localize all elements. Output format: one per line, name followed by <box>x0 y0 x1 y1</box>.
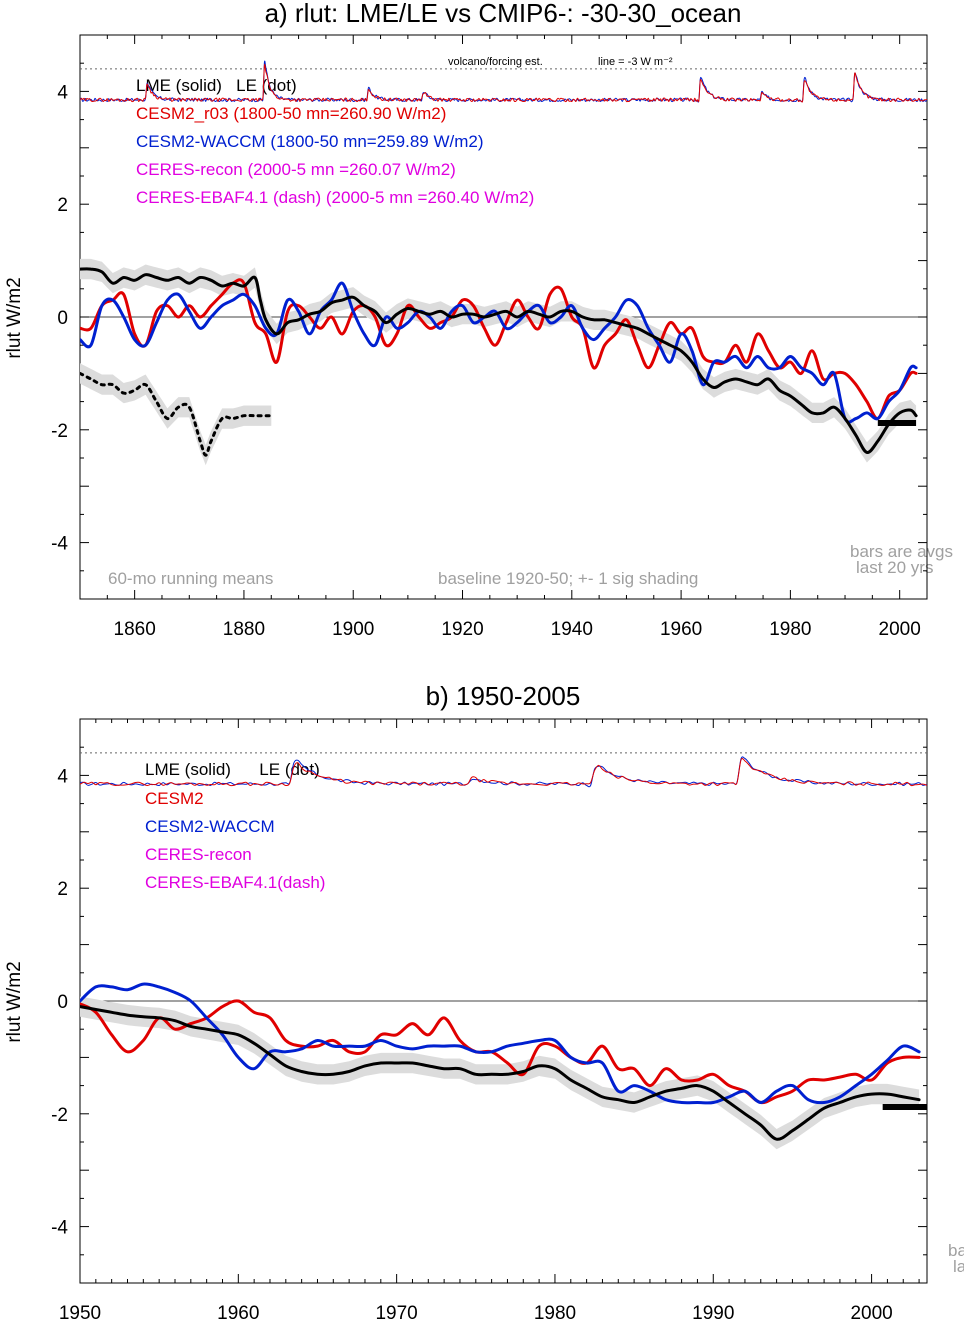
x-tick-label: 2000 <box>850 1303 892 1324</box>
series-line-cesm2-waccm <box>80 281 918 424</box>
x-tick-label: 1980 <box>534 1303 576 1324</box>
forcing-trace-cesm2 <box>80 63 927 103</box>
plot-area: 4 2 0 -2 -4 1950 1960 1970 1980 1990 2000 <box>51 718 928 1324</box>
x-tick-label: 1980 <box>769 619 811 640</box>
x-tick-label: 1990 <box>692 1303 734 1324</box>
y-tick-label: 4 <box>57 766 68 787</box>
y-tick-label: -4 <box>51 534 68 555</box>
sigma-shading <box>80 996 920 1150</box>
panel-b: b) 1950-2005 rlut W/m2 LME (solid) LE (d… <box>4 681 964 1276</box>
series-line-lme <box>80 1005 921 1141</box>
x-tick-label: 1860 <box>114 619 156 640</box>
y-tick-label: -2 <box>51 421 68 442</box>
data-layer <box>80 756 927 1150</box>
y-tick-label: -2 <box>51 1105 68 1126</box>
panel-a-title: a) rlut: LME/LE vs CMIP6-: -30-30_ocean <box>265 0 742 28</box>
y-tick-label: 0 <box>57 992 68 1013</box>
legend-entry: CERES-EBAF4.1(dash) <box>145 873 325 892</box>
x-tick-label: 1970 <box>375 1303 417 1324</box>
series-line-cesm2 <box>80 999 921 1105</box>
note-running-means: 60-mo running means <box>108 569 273 588</box>
data-layer <box>80 60 927 466</box>
panel-b-ylabel: rlut W/m2 <box>4 961 25 1042</box>
x-tick-label: 1960 <box>217 1303 259 1324</box>
series-line-le <box>80 371 273 457</box>
note-baseline: baseline 1920-50; +- 1 sig shading <box>438 569 698 588</box>
legend-entry: CERES-recon (2000-5 mn =260.07 W/m2) <box>136 160 456 179</box>
x-tick-label: 1960 <box>660 619 702 640</box>
legend-entry: LME (solid) LE (dot) <box>145 760 320 779</box>
series-line-lme <box>80 267 918 454</box>
y-tick-label: 2 <box>57 879 68 900</box>
y-tick-label: -4 <box>51 1218 68 1239</box>
note-bars-cut: ba <box>948 1241 964 1260</box>
y-tick-label: 0 <box>57 308 68 329</box>
x-tick-label: 1880 <box>223 619 265 640</box>
legend-entry: CESM2 <box>145 789 204 808</box>
y-tick-label: 4 <box>57 82 68 103</box>
legend-entry: CERES-recon <box>145 845 252 864</box>
legend-entry: CESM2-WACCM <box>145 817 275 836</box>
volcano-note: volcano/forcing est. <box>448 56 543 68</box>
x-tick-label: 1940 <box>551 619 593 640</box>
y-tick-label: 2 <box>57 195 68 216</box>
line-note: line = -3 W m⁻² <box>598 56 673 68</box>
x-tick-label: 1920 <box>441 619 483 640</box>
panel-a-ylabel: rlut W/m2 <box>4 277 25 358</box>
x-tick-label: 1900 <box>332 619 374 640</box>
legend-entry: CERES-EBAF4.1 (dash) (2000-5 mn =260.40 … <box>136 188 534 207</box>
forcing-trace-cesm2 <box>80 757 927 787</box>
panel-a: a) rlut: LME/LE vs CMIP6-: -30-30_ocean … <box>4 0 953 588</box>
legend-entry: CESM2_r03 (1800-50 mn=260.90 W/m2) <box>136 104 446 123</box>
note-last: last 20 yrs <box>856 558 933 577</box>
sigma-shading <box>80 363 272 466</box>
plot-area: 4 2 0 -2 -4 1860 1880 1900 1920 1940 1960 1980 2000 <box>51 34 928 640</box>
legend-entry: CESM2-WACCM (1800-50 mn=259.89 W/m2) <box>136 132 484 151</box>
x-tick-label: 2000 <box>879 619 921 640</box>
panel-b-title: b) 1950-2005 <box>426 681 581 711</box>
legend-entry: LME (solid) LE (dot) <box>136 76 297 95</box>
note-last-cut: la <box>953 1257 964 1276</box>
x-tick-label: 1950 <box>59 1303 101 1324</box>
series-line-cesm2-waccm <box>80 982 921 1105</box>
